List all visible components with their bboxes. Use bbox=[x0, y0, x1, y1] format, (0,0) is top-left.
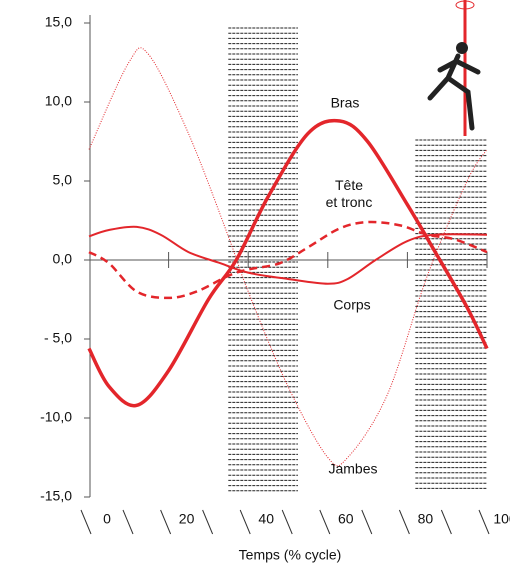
axis-break-mark bbox=[80, 509, 134, 535]
series-label: Bras bbox=[331, 95, 360, 111]
x-tick-label: 0 bbox=[103, 511, 111, 527]
axis-break-mark bbox=[478, 509, 490, 535]
x-tick-label: 40 bbox=[258, 511, 274, 527]
series-label: Corps bbox=[333, 297, 370, 313]
y-tick-label: 10,0 bbox=[45, 93, 72, 109]
x-tick-label: 100 bbox=[493, 511, 510, 527]
shaded-region bbox=[415, 139, 487, 489]
axis-break-mark bbox=[160, 509, 214, 535]
series-line bbox=[88, 220, 488, 300]
axis-break-mark bbox=[319, 509, 373, 535]
y-tick-label: - 5,0 bbox=[44, 330, 72, 346]
series-label: Jambes bbox=[328, 461, 377, 477]
y-tick-label: 15,0 bbox=[45, 14, 72, 30]
x-tick-label: 80 bbox=[418, 511, 434, 527]
series-label: Tête et tronc bbox=[326, 177, 373, 210]
axis-break-mark bbox=[398, 509, 452, 535]
y-tick-label: -15,0 bbox=[40, 488, 72, 504]
x-tick-label: 20 bbox=[179, 511, 195, 527]
runner-icon bbox=[427, 0, 481, 136]
y-tick-label: 5,0 bbox=[53, 172, 73, 188]
axis-break-mark bbox=[239, 509, 293, 535]
series-line bbox=[88, 47, 488, 467]
shaded-region bbox=[228, 27, 298, 492]
y-tick-label: -10,0 bbox=[40, 409, 72, 425]
series-line bbox=[87, 118, 489, 408]
x-axis-title: Temps (% cycle) bbox=[239, 547, 342, 563]
y-tick-label: 0,0 bbox=[53, 251, 73, 267]
x-tick-label: 60 bbox=[338, 511, 354, 527]
series-line bbox=[88, 225, 488, 285]
